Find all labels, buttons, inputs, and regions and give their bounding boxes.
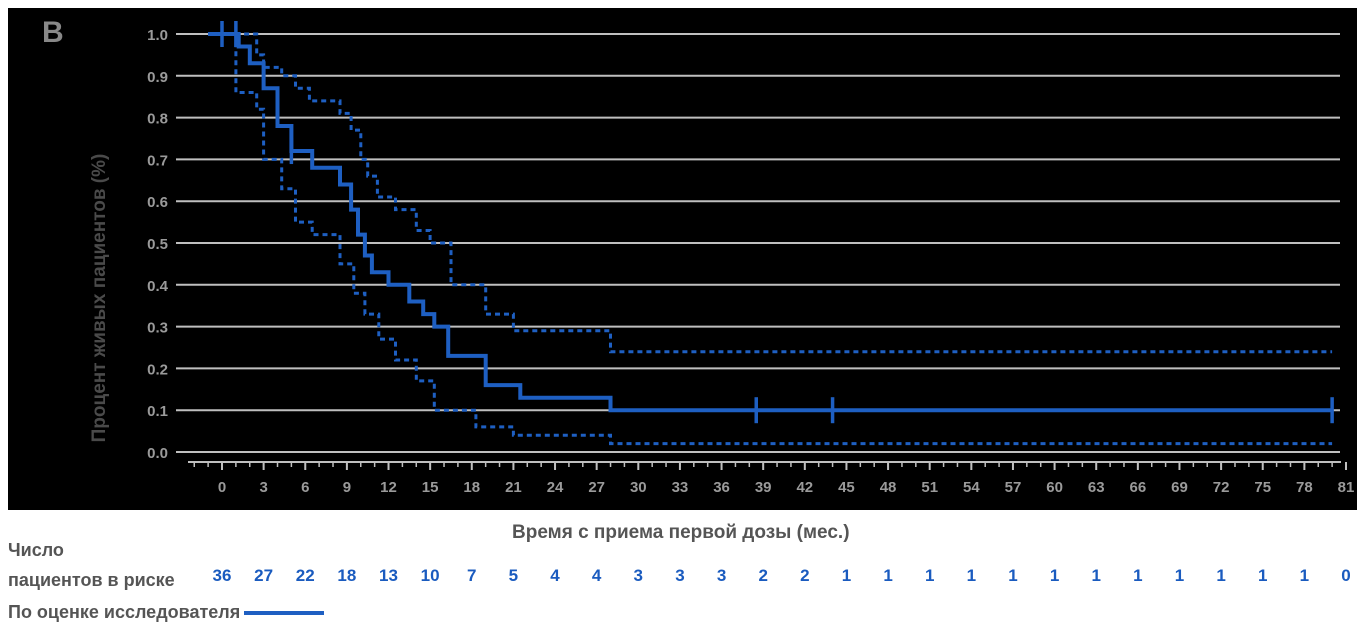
risk-count: 1 xyxy=(1299,566,1310,585)
risk-counts-row: 36 27 22 18 13 10 7 5 4 4 3 3 3 2 2 1 1 1 1 1 1 1 1 1 1 1 1 0 xyxy=(0,566,1361,588)
risk-count: 5 xyxy=(508,566,519,585)
risk-count: 0 xyxy=(1341,566,1351,585)
x-tick-label: 63 xyxy=(1088,479,1105,496)
risk-table-title: Число пациентов в риске xyxy=(8,535,175,595)
x-tick-label: 15 xyxy=(422,479,439,496)
legend-solid-line-swatch xyxy=(244,610,325,615)
risk-count: 10 xyxy=(420,566,440,585)
x-tick-label: 51 xyxy=(921,479,938,496)
risk-count: 22 xyxy=(295,566,315,585)
y-tick-label: 1.0 xyxy=(147,27,168,44)
risk-count: 2 xyxy=(800,566,810,585)
risk-count: 1 xyxy=(883,566,893,585)
y-tick-label: 0.3 xyxy=(147,320,168,337)
x-tick-label: 21 xyxy=(505,479,522,496)
x-tick-label: 75 xyxy=(1254,479,1271,496)
x-tick-label: 6 xyxy=(301,479,309,496)
y-tick-label: 0.2 xyxy=(147,361,168,378)
risk-count: 1 xyxy=(1216,566,1226,585)
x-tick-label: 54 xyxy=(963,479,980,496)
risk-count: 13 xyxy=(379,566,398,585)
risk-count: 1 xyxy=(1008,566,1018,585)
x-tick-label: 45 xyxy=(838,479,855,496)
risk-count: 1 xyxy=(966,566,977,585)
x-tick-label: 60 xyxy=(1046,479,1063,496)
risk-title-line2: пациентов в риске xyxy=(8,570,175,590)
risk-count: 1 xyxy=(924,566,935,585)
panel-letter: B xyxy=(42,16,64,49)
risk-count: 3 xyxy=(675,566,685,585)
x-tick-label: 48 xyxy=(880,479,897,496)
risk-count: 2 xyxy=(758,566,768,585)
x-tick-label: 18 xyxy=(463,479,480,496)
confidence-bound-line-1 xyxy=(208,32,1333,354)
x-tick-label: 42 xyxy=(796,479,813,496)
y-tick-label: 0.5 xyxy=(147,236,168,253)
risk-count: 1 xyxy=(1174,566,1185,585)
risk-count: 1 xyxy=(1258,566,1268,585)
y-tick-label: 0.9 xyxy=(147,69,168,86)
risk-title-line1: Число xyxy=(8,540,64,560)
risk-count: 7 xyxy=(467,566,477,585)
risk-count: 3 xyxy=(716,566,727,585)
x-tick-label: 24 xyxy=(547,479,564,496)
x-tick-label: 39 xyxy=(755,479,772,496)
x-tick-label: 72 xyxy=(1213,479,1230,496)
y-tick-label: 0.1 xyxy=(147,403,168,420)
risk-count: 3 xyxy=(633,566,644,585)
risk-count: 4 xyxy=(550,566,560,585)
x-axis-label: Время с приема первой дозы (мес.) xyxy=(512,522,850,543)
y-axis-label: Процент живых пациентов (%) xyxy=(89,153,110,443)
x-tick-label: 78 xyxy=(1296,479,1313,496)
x-tick-label: 0 xyxy=(218,479,226,496)
confidence-bound-line-2 xyxy=(208,32,1333,446)
km-estimate-line xyxy=(208,32,1333,413)
x-tick-label: 36 xyxy=(713,479,730,496)
chart-panel: 0.0 0.1 0.2 0.3 0.4 0.5 0.6 0.7 0.8 0.9 1.0 0 3 6 9 12 1… xyxy=(8,8,1357,510)
x-tick-label: 9 xyxy=(343,479,351,496)
risk-count: 1 xyxy=(1091,566,1101,585)
risk-count: 36 xyxy=(212,566,232,585)
km-chart: 0.00.10.20.30.40.50.60.70.80.91.00 3 6 9 12 1… xyxy=(147,21,1355,496)
y-tick-label: 0.0 xyxy=(147,445,168,462)
y-tick-label: 0.6 xyxy=(147,194,168,211)
x-tick-label: 3 xyxy=(259,479,267,496)
x-tick-label: 57 xyxy=(1005,479,1022,496)
y-tick-label: 0.7 xyxy=(147,152,168,169)
risk-count: 1 xyxy=(1049,566,1060,585)
risk-count: 4 xyxy=(591,566,602,585)
risk-count: 1 xyxy=(841,566,852,585)
x-tick-label: 12 xyxy=(380,479,397,496)
risk-count: 1 xyxy=(1133,566,1143,585)
legend-label: По оценке исследователя xyxy=(8,602,241,622)
y-tick-label: 0.8 xyxy=(147,111,168,128)
x-tick-label: 33 xyxy=(672,479,689,496)
risk-count: 18 xyxy=(337,566,357,585)
legend: По оценке исследователя xyxy=(8,602,325,623)
x-tick-label: 69 xyxy=(1171,479,1188,496)
x-tick-label: 81 xyxy=(1338,479,1355,496)
x-tick-label: 27 xyxy=(588,479,605,496)
x-tick-label: 30 xyxy=(630,479,647,496)
y-tick-label: 0.4 xyxy=(147,278,169,295)
risk-count: 27 xyxy=(254,566,274,585)
x-tick-label: 66 xyxy=(1130,479,1147,496)
